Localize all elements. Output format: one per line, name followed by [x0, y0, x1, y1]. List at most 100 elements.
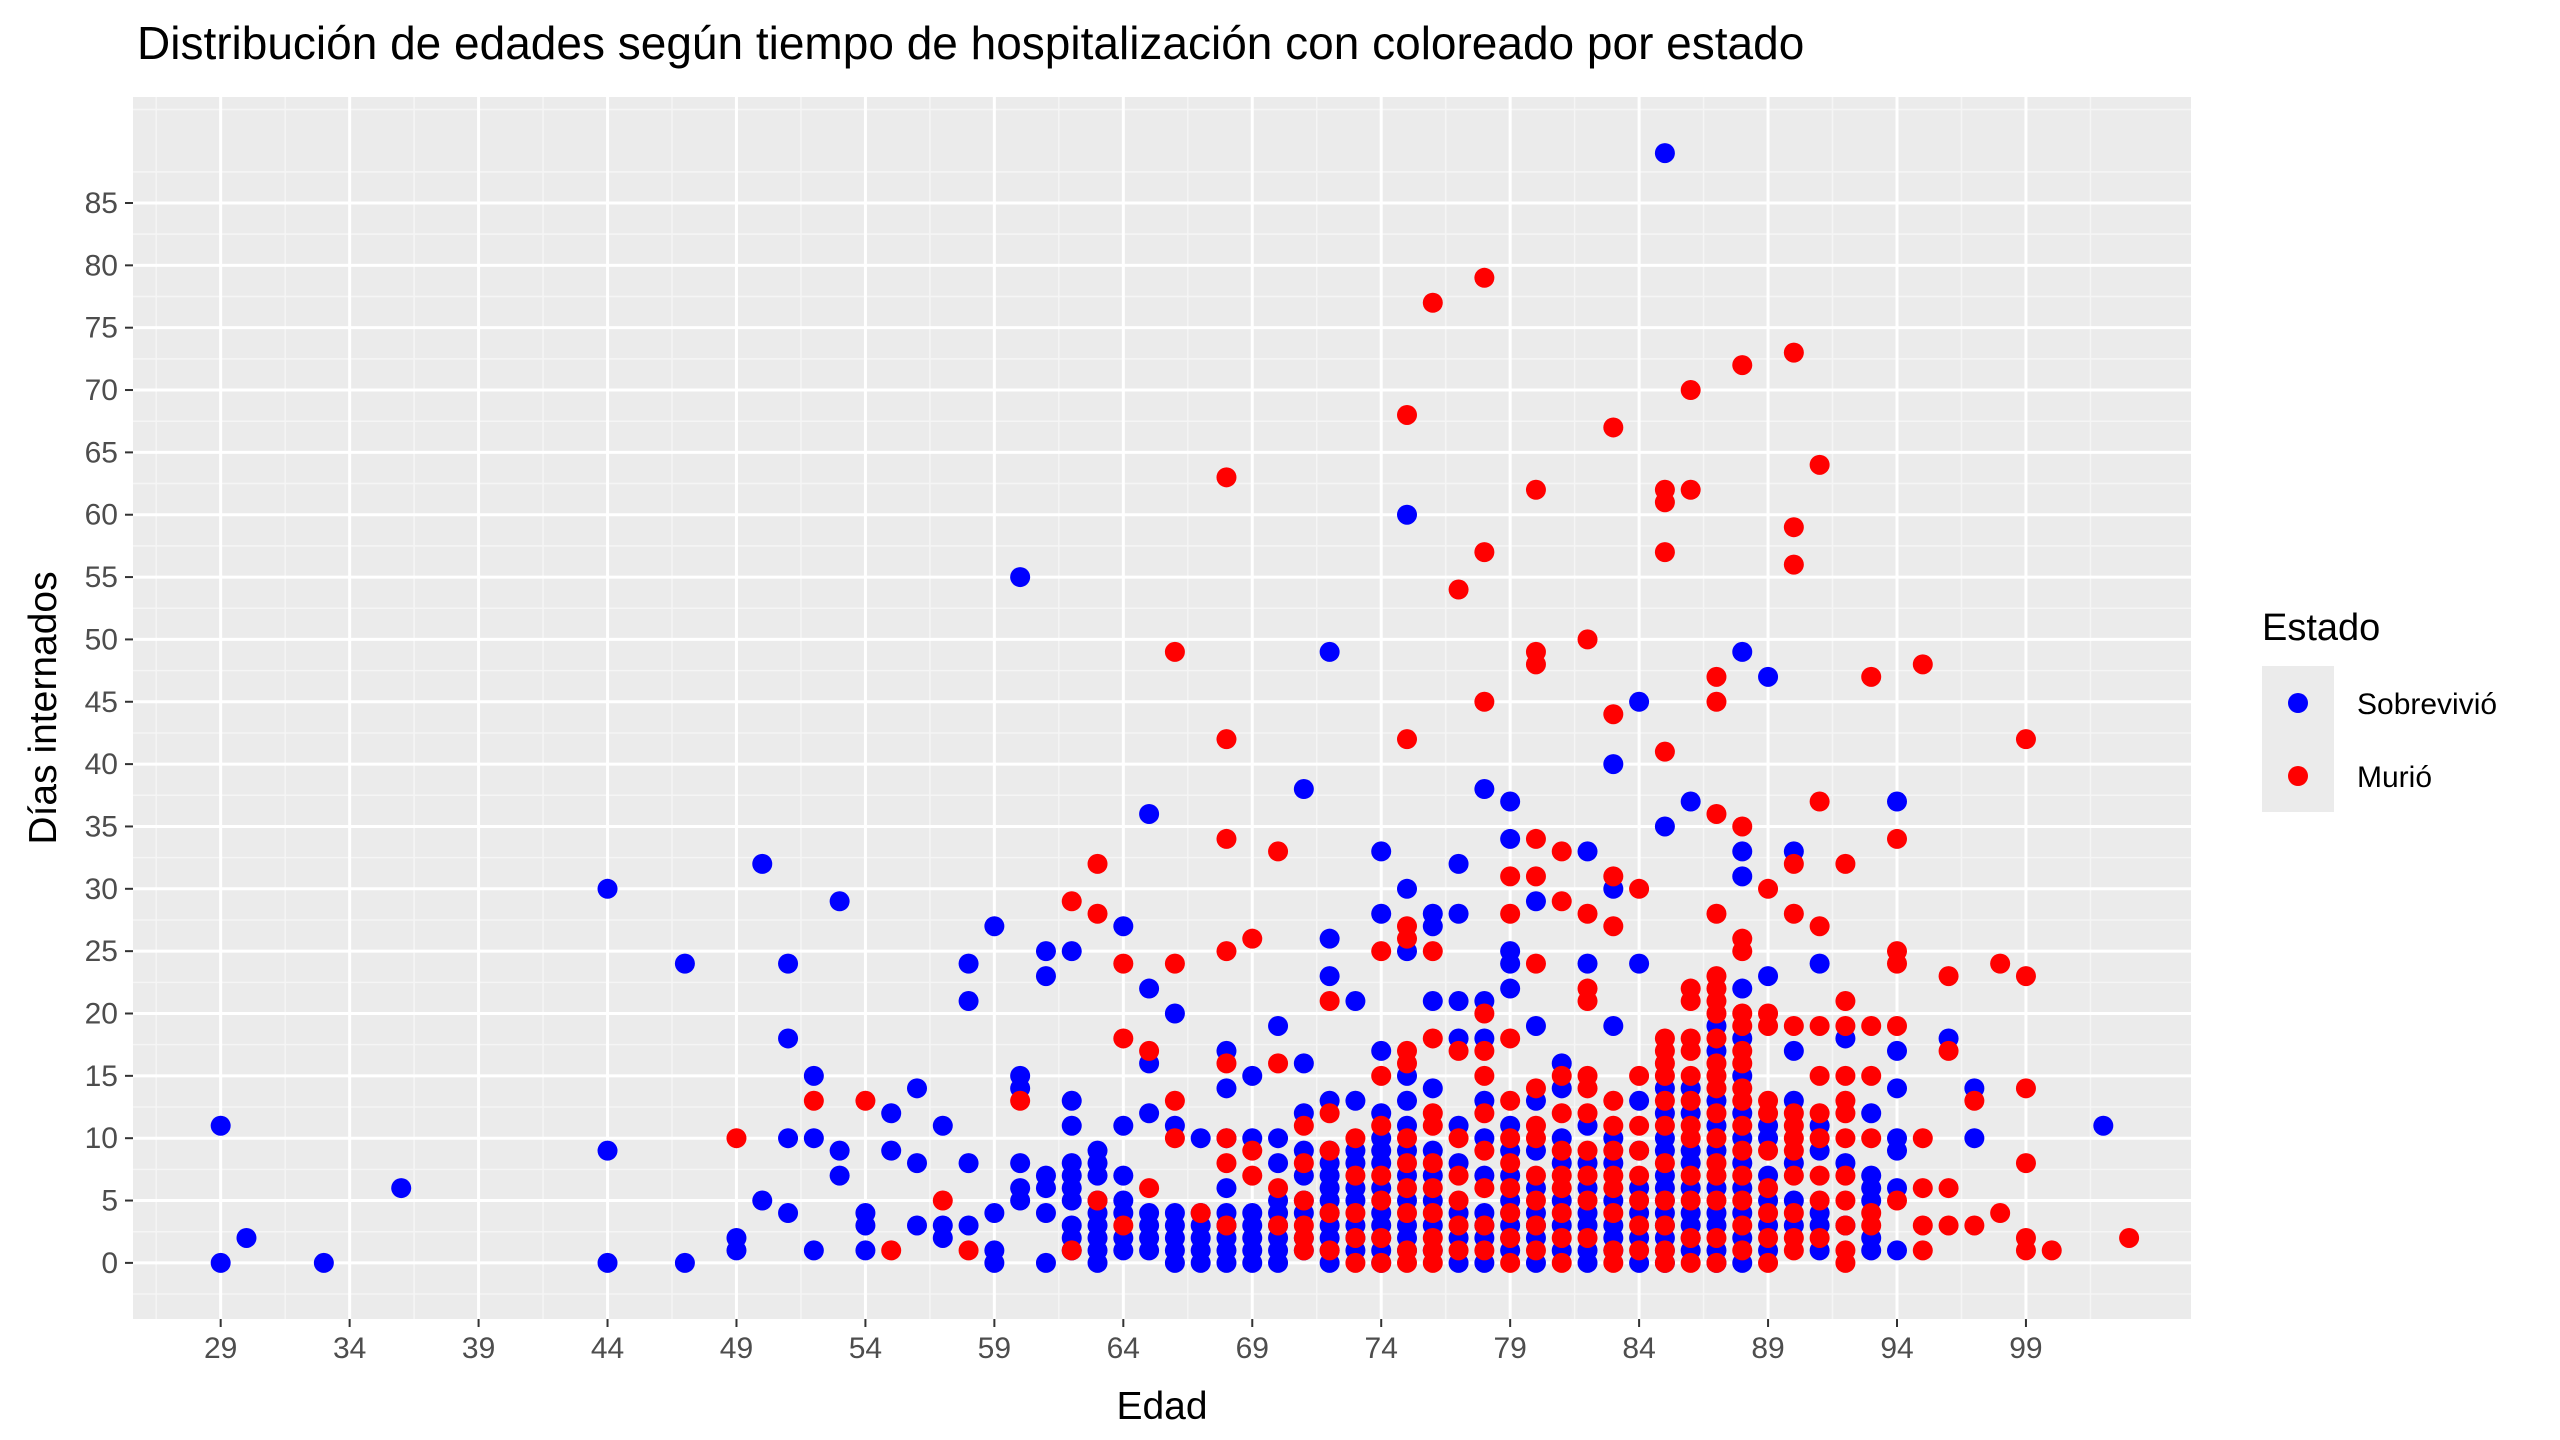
- data-point: [1887, 1078, 1907, 1099]
- data-point: [1835, 1128, 1856, 1149]
- data-point: [1654, 143, 1675, 164]
- data-point: [1500, 1128, 1521, 1149]
- data-point: [1164, 953, 1185, 974]
- data-point: [1938, 1040, 1959, 1061]
- data-point: [1448, 1128, 1469, 1149]
- data-point: [1654, 741, 1675, 762]
- data-point: [1525, 1240, 1546, 1261]
- data-point: [1706, 1252, 1727, 1273]
- data-point: [1783, 1165, 1804, 1186]
- data-point: [1732, 1090, 1753, 1111]
- data-point: [1422, 1078, 1443, 1099]
- x-tick-label: 79: [1493, 1332, 1526, 1365]
- data-point: [1422, 1153, 1443, 1174]
- data-point: [1061, 1240, 1082, 1261]
- data-point: [1345, 1165, 1366, 1186]
- data-point: [1474, 542, 1495, 563]
- x-tick-label: 99: [2009, 1332, 2042, 1365]
- data-point: [1654, 1065, 1675, 1086]
- data-point: [1422, 916, 1443, 937]
- data-point: [597, 878, 618, 899]
- data-point: [1035, 966, 1056, 987]
- data-point: [1680, 1040, 1701, 1061]
- data-point: [1113, 1240, 1134, 1261]
- y-tick-label: 65: [85, 436, 118, 469]
- data-point: [1603, 1252, 1624, 1273]
- data-point: [1397, 729, 1417, 750]
- data-point: [1861, 1015, 1882, 1036]
- y-tick-label: 5: [101, 1185, 118, 1218]
- y-tick-label: 0: [101, 1247, 118, 1280]
- data-point: [1835, 1065, 1856, 1086]
- data-point: [1680, 1227, 1701, 1248]
- data-point: [1629, 878, 1650, 899]
- data-point: [1938, 1215, 1959, 1236]
- data-point: [1783, 342, 1804, 363]
- data-point: [1603, 1203, 1624, 1224]
- data-point: [1680, 1190, 1701, 1211]
- data-point: [1500, 866, 1521, 887]
- data-point: [803, 1240, 824, 1261]
- data-point: [1061, 1190, 1082, 1211]
- data-point: [1887, 953, 1907, 974]
- data-point: [1809, 1065, 1830, 1086]
- data-point: [1783, 1015, 1804, 1036]
- data-point: [1422, 292, 1443, 313]
- data-point: [1293, 1240, 1314, 1261]
- data-point: [1216, 1128, 1237, 1149]
- data-point: [1577, 991, 1598, 1012]
- y-tick-label: 60: [85, 499, 118, 532]
- data-point: [1293, 1053, 1314, 1074]
- data-point: [984, 916, 1005, 937]
- data-point: [1293, 1190, 1314, 1211]
- y-tick-label: 75: [85, 312, 118, 345]
- data-point: [778, 953, 799, 974]
- x-tick-label: 64: [1107, 1332, 1140, 1365]
- data-point: [1680, 1252, 1701, 1273]
- data-point: [1732, 841, 1753, 862]
- data-point: [1371, 903, 1392, 924]
- data-point: [1603, 417, 1624, 438]
- data-point: [1732, 641, 1753, 662]
- data-point: [1242, 1165, 1263, 1186]
- legend-label-sobrevivio: Sobrevivió: [2357, 688, 2497, 721]
- data-point: [958, 1153, 979, 1174]
- data-point: [2015, 1153, 2036, 1174]
- data-point: [1422, 1252, 1443, 1273]
- data-point: [958, 991, 979, 1012]
- data-point: [1835, 991, 1856, 1012]
- data-point: [1809, 1227, 1830, 1248]
- data-point: [1035, 1178, 1056, 1199]
- data-point: [752, 1190, 773, 1211]
- data-point: [1835, 1252, 1856, 1273]
- data-point: [1680, 1165, 1701, 1186]
- legend-key-background: [2262, 666, 2334, 812]
- data-point: [1603, 1178, 1624, 1199]
- data-point: [2093, 1115, 2114, 1136]
- data-point: [1268, 1128, 1289, 1149]
- data-point: [1371, 1227, 1392, 1248]
- x-tick-label: 59: [978, 1332, 1011, 1365]
- data-point: [1706, 903, 1727, 924]
- data-point: [1268, 1178, 1289, 1199]
- x-axis-title: Edad: [1116, 1385, 1207, 1428]
- data-point: [1268, 1252, 1289, 1273]
- data-point: [1912, 1128, 1933, 1149]
- data-point: [1758, 1015, 1779, 1036]
- data-point: [1629, 1240, 1650, 1261]
- data-point: [855, 1215, 876, 1236]
- data-point: [1525, 1015, 1546, 1036]
- data-point: [1551, 1065, 1572, 1086]
- data-point: [1397, 1153, 1417, 1174]
- data-point: [1397, 878, 1417, 899]
- data-point: [1139, 1178, 1160, 1199]
- data-point: [1577, 629, 1598, 650]
- data-point: [1216, 467, 1237, 488]
- data-point: [1500, 1028, 1521, 1049]
- data-point: [1783, 554, 1804, 575]
- data-point: [1268, 841, 1289, 862]
- data-point: [1319, 1140, 1340, 1161]
- data-point: [1113, 1115, 1134, 1136]
- data-point: [1654, 542, 1675, 563]
